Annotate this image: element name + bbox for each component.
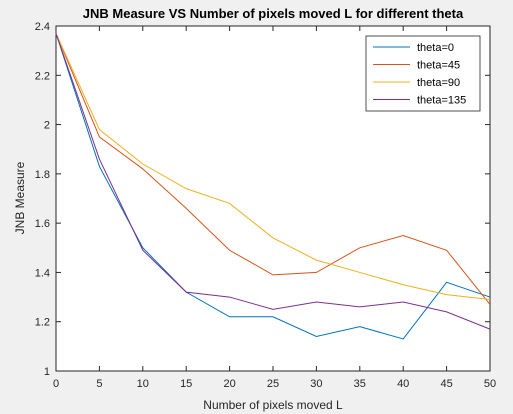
x-axis-label: Number of pixels moved L	[203, 398, 343, 412]
y-tick-label: 1	[44, 366, 50, 378]
legend-entry-label: theta=135	[417, 95, 466, 107]
x-tick-label: 20	[223, 378, 235, 390]
x-tick-label: 10	[137, 378, 149, 390]
legend: theta=0 theta=45 theta=90 theta=135	[365, 35, 481, 112]
x-tick-label: 15	[180, 378, 192, 390]
legend-entry-label: theta=90	[417, 77, 460, 89]
y-axis-label: JNB Measure	[13, 161, 27, 234]
series-line-theta=135	[55, 33, 491, 330]
y-axis-ticks: 1 1.2 1.4 1.6 1.8 2 2.2 2.4	[35, 21, 490, 378]
y-tick-label: 2.2	[35, 70, 50, 82]
x-tick-label: 0	[53, 378, 59, 390]
legend-entry-label: theta=45	[417, 60, 460, 72]
legend-entry-label: theta=0	[417, 42, 454, 54]
series-line-theta=90	[55, 33, 491, 301]
y-tick-label: 2	[44, 120, 50, 132]
y-tick-label: 2.4	[35, 21, 50, 33]
series-line-theta=45	[55, 33, 491, 305]
legend-box	[365, 35, 481, 112]
x-tick-label: 5	[96, 378, 102, 390]
x-tick-label: 30	[310, 378, 322, 390]
series-layer	[55, 33, 491, 340]
y-tick-label: 1.8	[35, 169, 50, 181]
x-tick-label: 40	[397, 378, 409, 390]
y-tick-label: 1.6	[35, 218, 50, 230]
y-tick-label: 1.4	[35, 267, 50, 279]
x-tick-label: 25	[267, 378, 279, 390]
x-axis-ticks: 0 5 10 15 20 25 30 35 40 45 50	[53, 26, 496, 390]
x-tick-label: 45	[440, 378, 452, 390]
x-tick-label: 35	[354, 378, 366, 390]
y-tick-label: 1.2	[35, 317, 50, 329]
x-tick-label: 50	[484, 378, 496, 390]
chart-title: JNB Measure VS Number of pixels moved L …	[83, 6, 464, 21]
